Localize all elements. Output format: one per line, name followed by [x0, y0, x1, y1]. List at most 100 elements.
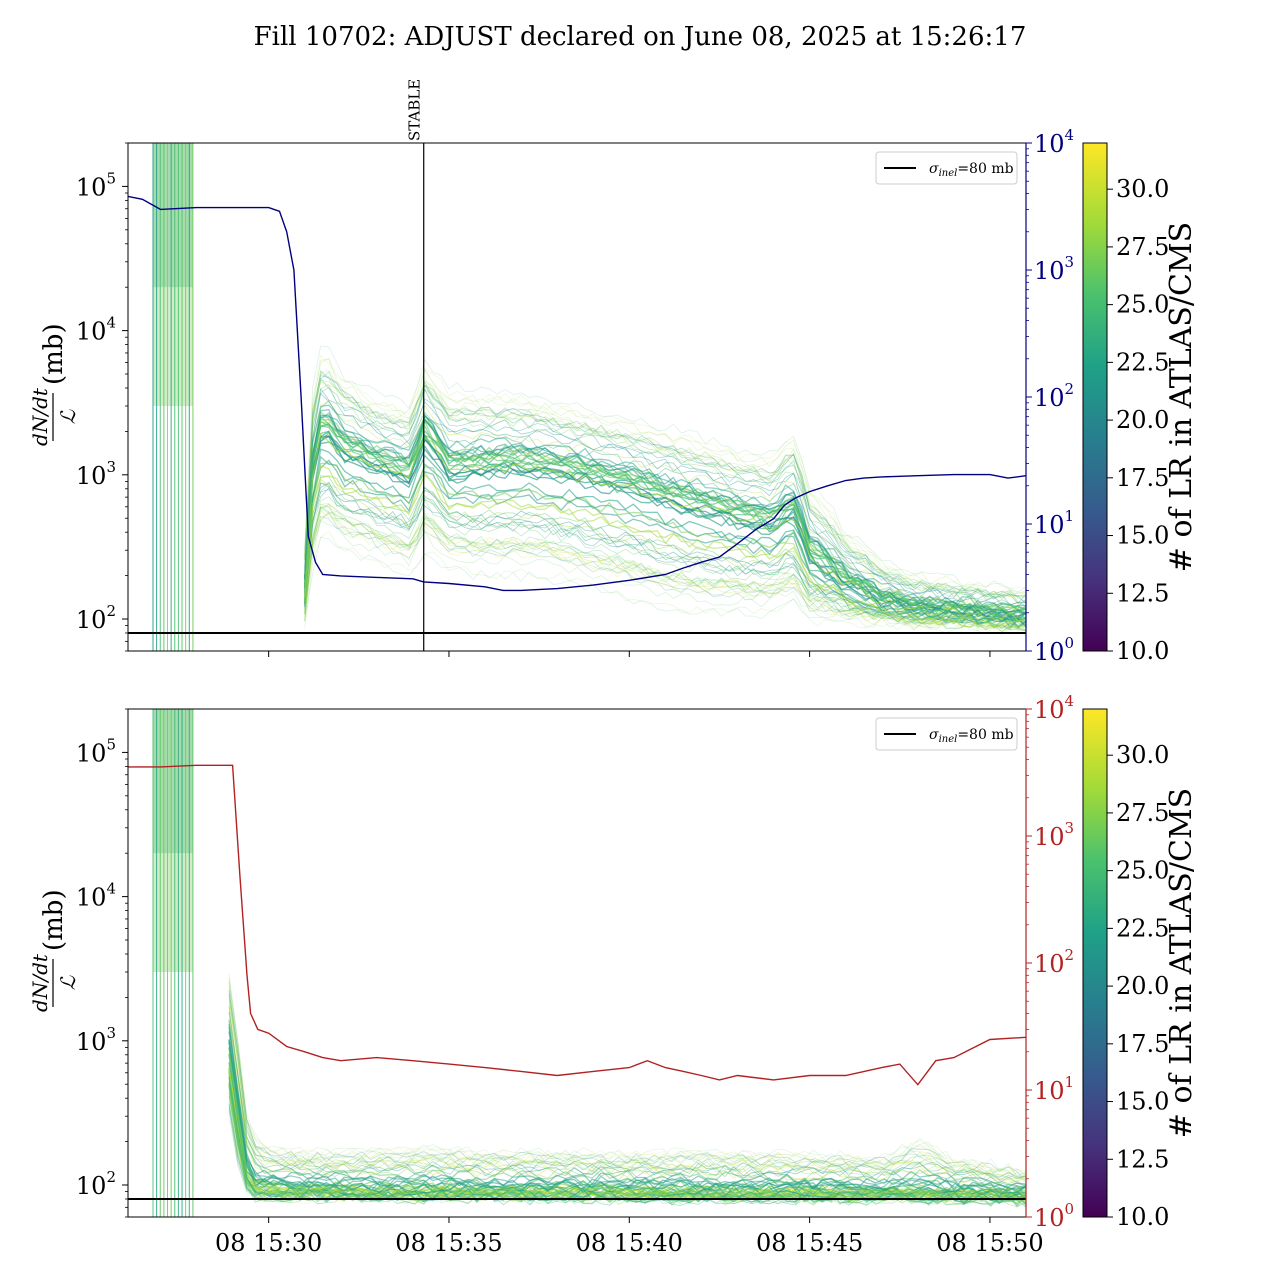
y2-tick-label: 104	[1034, 126, 1074, 158]
rate-line	[304, 371, 1026, 598]
x-tick-label: 08 15:45	[756, 1229, 863, 1257]
bottom-ylabel: dN/dt ℒ (mb)	[28, 889, 80, 1012]
rate-line	[228, 994, 1026, 1188]
svg-text:σinel=80 mb: σinel=80 mb	[929, 727, 1014, 745]
bottom-ylabel-num: dN/dt	[28, 953, 52, 1012]
y2-tick-label: 101	[1034, 507, 1074, 539]
y2-tick-label: 102	[1034, 380, 1074, 412]
rate-line	[304, 414, 1026, 616]
colorbar-tick-label: 15.0	[1116, 1088, 1169, 1116]
x-tick-label: 08 15:30	[215, 1229, 322, 1257]
rate-line	[304, 478, 1026, 629]
rate-line	[304, 482, 1026, 624]
bottom-legend-sigma: σ	[929, 727, 939, 743]
bottom-y2-axis: 100 101 102 103 104	[1025, 692, 1074, 1232]
y-tick-label: 102	[76, 1168, 116, 1200]
rate-line	[228, 1110, 1026, 1205]
top-lumi-line	[128, 195, 1026, 592]
svg-text:σinel=80 mb: σinel=80 mb	[929, 161, 1014, 179]
rate-line	[228, 1005, 1026, 1185]
rate-line	[304, 381, 1026, 598]
pre-region-fill	[153, 143, 193, 288]
y-tick-label: 105	[76, 735, 116, 767]
rate-line	[304, 345, 1026, 593]
y2-tick-label: 100	[1034, 1200, 1074, 1232]
rate-line	[304, 481, 1026, 630]
rate-line	[228, 993, 1026, 1181]
colorbar-tick-label: 25.0	[1116, 291, 1169, 319]
rate-line	[228, 990, 1026, 1177]
y2-tick-label: 104	[1034, 692, 1074, 724]
top-y2-axis: 100 101 102 103 104	[1025, 126, 1074, 666]
rate-line	[228, 974, 1026, 1175]
rate-line	[228, 982, 1026, 1185]
top-pre-region	[152, 143, 194, 651]
rate-line	[304, 482, 1026, 624]
rate-line	[228, 1088, 1026, 1205]
rate-line	[228, 1106, 1026, 1201]
bottom-legend-rest: =80 mb	[957, 727, 1013, 743]
rate-line	[304, 425, 1026, 617]
rate-line	[304, 489, 1026, 629]
rate-line	[304, 392, 1026, 607]
top-ylabel-den: ℒ	[56, 409, 80, 424]
bottom-y-axis: 102 103 104 105	[76, 708, 128, 1218]
rate-line	[304, 375, 1026, 605]
y-tick-label: 103	[76, 458, 116, 490]
colorbar-tick-label: 17.5	[1116, 1030, 1169, 1058]
rate-line	[228, 1054, 1026, 1197]
y2-tick-label: 100	[1034, 634, 1074, 666]
y-tick-label: 104	[76, 880, 116, 912]
top-y-axis: 102 103 104 105	[76, 142, 128, 652]
rate-line	[304, 503, 1026, 624]
bottom-colorbar-label: # of LR in ATLAS/CMS	[1164, 788, 1199, 1138]
rate-line	[228, 997, 1026, 1182]
rate-line	[304, 435, 1026, 617]
top-ylabel-num: dN/dt	[28, 387, 52, 446]
x-tick-label: 08 15:35	[395, 1229, 502, 1257]
rate-line	[228, 1085, 1026, 1208]
top-stable-label: STABLE	[406, 79, 424, 141]
rate-line	[304, 519, 1026, 632]
rate-line	[228, 1079, 1026, 1200]
x-tick-label: 08 15:40	[576, 1229, 683, 1257]
rate-line	[228, 1018, 1026, 1189]
rate-line	[228, 977, 1026, 1177]
y-tick-label: 103	[76, 1024, 116, 1056]
figure-title: Fill 10702: ADJUST declared on June 08, …	[254, 22, 1027, 52]
rate-line	[304, 400, 1026, 616]
rate-line	[228, 1104, 1026, 1205]
rate-line	[228, 1000, 1026, 1180]
rate-line	[304, 448, 1026, 627]
bottom-plot-frame	[127, 708, 1027, 1218]
top-legend-rest: =80 mb	[957, 161, 1013, 177]
colorbar-tick-label: 27.5	[1116, 233, 1169, 261]
colorbar-tick-label: 30.0	[1116, 175, 1169, 203]
bottom-ylabel-den: ℒ	[56, 975, 80, 990]
rate-line	[304, 357, 1026, 598]
rate-line	[304, 422, 1026, 620]
rate-line	[228, 1046, 1026, 1197]
rate-line	[304, 369, 1026, 600]
top-legend: σinel=80 mb	[875, 151, 1018, 185]
rate-line	[228, 989, 1026, 1182]
colorbar-tick-label: 17.5	[1116, 464, 1169, 492]
y-tick-label: 102	[76, 602, 116, 634]
bottom-pre-region	[152, 709, 194, 1217]
colorbar-tick-label: 15.0	[1116, 522, 1169, 550]
rate-line	[228, 1011, 1026, 1181]
rate-line	[228, 1011, 1026, 1188]
rate-line	[304, 371, 1026, 603]
top-colorbar-label: # of LR in ATLAS/CMS	[1164, 222, 1199, 572]
rate-line	[304, 511, 1026, 631]
rate-line	[228, 1007, 1026, 1182]
pre-region-fill-lower	[153, 287, 193, 407]
top-rate-band	[304, 345, 1026, 637]
rate-line	[228, 1039, 1026, 1195]
rate-line	[304, 379, 1026, 599]
rate-line	[304, 474, 1026, 629]
y-tick-label: 104	[76, 314, 116, 346]
rate-line	[304, 511, 1026, 628]
colorbar-tick-label: 10.0	[1116, 637, 1169, 665]
